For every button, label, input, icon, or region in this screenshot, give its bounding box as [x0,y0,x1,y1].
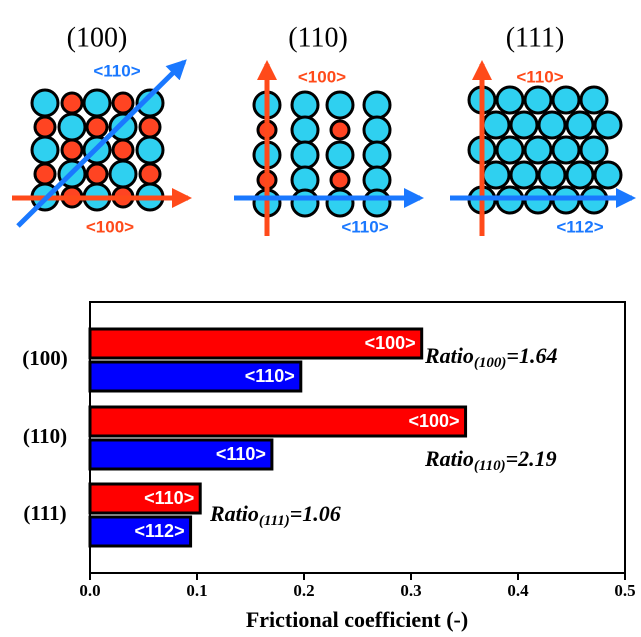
atom [364,92,390,118]
ratio-annotation: Ratio(111)=1.06 [209,501,341,529]
panel-title: (110) [288,22,348,53]
bar-label: <112> [135,521,185,541]
atom [32,137,58,163]
bar-label: <100> [365,333,416,353]
y-tick-label: (100) [22,346,68,370]
y-tick-label: (111) [23,501,66,525]
ratio-subscript: (111) [259,513,290,529]
ratio-value: =1.06 [290,501,341,526]
x-tick-label: 0.1 [186,581,207,600]
atom [62,140,82,160]
atom [331,121,349,139]
x-tick-label: 0.4 [507,581,529,600]
atom [553,137,579,163]
atom [292,190,318,216]
atom [595,112,621,138]
atom [327,142,353,168]
atom [331,171,349,189]
atom [35,117,55,137]
atom [511,162,537,188]
atom [110,161,136,187]
ratio-annotation: Ratio(100)=1.64 [424,343,557,371]
direction-label: <100> [298,67,346,86]
ratio-text: Ratio [424,446,474,471]
atom [581,137,607,163]
ratio-text: Ratio [209,501,259,526]
x-tick-label: 0.5 [614,581,635,600]
x-axis-label: Frictional coefficient (-) [246,607,468,632]
atom [525,87,551,113]
ratio-subscript: (110) [474,458,506,474]
atom [87,164,107,184]
atom [483,112,509,138]
direction-label: <112> [556,217,603,236]
direction-label: <110> [341,217,388,236]
atom [595,162,621,188]
atom [525,137,551,163]
atom [327,190,353,216]
atom [59,114,85,140]
direction-label: <100> [86,217,134,236]
bar-label: <110> [245,366,295,386]
atom [292,142,318,168]
x-tick-label: 0.0 [79,581,100,600]
atom [110,114,136,140]
atom [87,117,107,137]
atom [567,112,593,138]
atom [113,140,133,160]
atom [539,112,565,138]
ratio-text: Ratio [424,343,474,368]
atom [539,162,565,188]
atom [497,87,523,113]
atom [483,162,509,188]
atom [137,137,163,163]
panel-title: (100) [67,22,128,53]
bar-label: <110> [216,444,266,464]
ratio-annotation: Ratio(110)=2.19 [424,446,557,474]
atom [35,164,55,184]
atom [364,190,390,216]
atom [364,117,390,143]
atom [511,112,537,138]
atom [292,92,318,118]
atom [32,90,58,116]
ratio-value: =1.64 [506,343,557,368]
bar-label: <100> [409,411,460,431]
atom [84,90,110,116]
x-tick-label: 0.2 [293,581,314,600]
atom [581,87,607,113]
bar-label: <110> [144,488,194,508]
ratio-subscript: (100) [474,355,507,371]
atom [140,164,160,184]
ratio-value: =2.19 [506,446,557,471]
atom [553,87,579,113]
atom [113,93,133,113]
atom [364,142,390,168]
direction-label: <110> [516,67,563,86]
atom [497,137,523,163]
panel-title: (111) [506,22,565,53]
figure: (100) (110) (111) <110> <100> <100> <110… [0,0,641,637]
atom [567,162,593,188]
atom [140,117,160,137]
direction-label: <110> [93,61,140,80]
y-tick-label: (110) [23,424,67,448]
x-tick-label: 0.3 [400,581,421,600]
atom [62,93,82,113]
atom [327,92,353,118]
atom [292,117,318,143]
